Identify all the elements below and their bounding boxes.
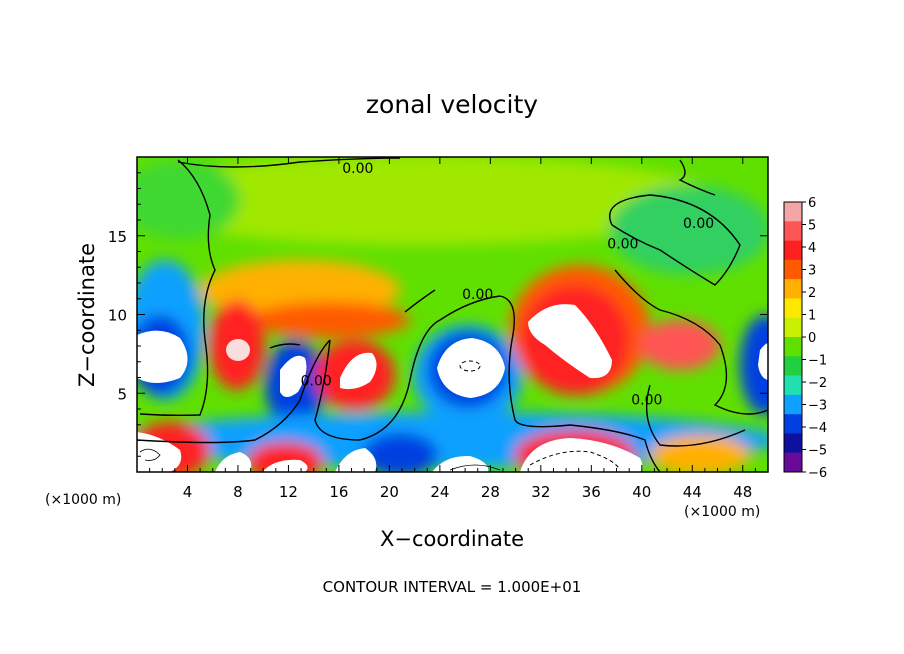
contour-small-2 xyxy=(269,343,301,349)
velocity-field: 0.00 0.00 0.00 0.00 0.00 0.00 xyxy=(137,157,768,472)
colorbar-tick-label: 4 xyxy=(808,241,816,256)
contour-mid xyxy=(314,295,501,441)
colorbar-tick-label: 6 xyxy=(808,196,816,211)
x-tick-label: 44 xyxy=(683,483,702,501)
colorbar-tick-label: −1 xyxy=(808,354,827,369)
colorbar-tick-label: −2 xyxy=(808,376,827,391)
contour-small-1 xyxy=(404,289,436,313)
y-axis: 5 10 15 xyxy=(108,172,768,457)
contour-label: 0.00 xyxy=(462,287,493,303)
field-lower-warm-4 xyxy=(650,435,750,472)
contour-upper-right-2 xyxy=(678,159,716,196)
colorbar-tick-label: 2 xyxy=(808,286,816,301)
contour-neg-x26 xyxy=(459,360,481,372)
colorbar-swatch xyxy=(784,259,802,280)
colorbar-swatch xyxy=(784,202,802,222)
colorbar-tick-label: 3 xyxy=(808,264,816,279)
colorbar-swatch xyxy=(784,298,802,319)
contour-right xyxy=(614,269,768,415)
x-axis-label: X−coordinate xyxy=(380,527,524,551)
core-lower-2 xyxy=(215,452,252,472)
core-lower-3 xyxy=(262,459,308,472)
field-lower-blue-2 xyxy=(362,433,438,472)
contour-label: 0.00 xyxy=(301,373,332,389)
colorbar-tick-label: 0 xyxy=(808,331,816,346)
contour-left xyxy=(139,159,216,417)
colorbar-swatch xyxy=(784,394,802,415)
negative-contours xyxy=(459,360,621,471)
core-lower-6 xyxy=(520,438,643,472)
colorbar-tick-label: −3 xyxy=(808,399,827,414)
x-tick-label: 36 xyxy=(582,483,601,501)
x-tick-label: 28 xyxy=(481,483,500,501)
colorbar-swatch xyxy=(784,356,802,376)
field-upper-right xyxy=(610,185,768,275)
contour-top xyxy=(177,157,401,168)
colorbar-tick-label: −5 xyxy=(808,444,827,459)
contour-interval-note: CONTOUR INTERVAL = 1.000E+01 xyxy=(323,578,582,596)
contour-upper-right xyxy=(609,194,741,286)
x-unit-label: (×1000 m) xyxy=(684,504,760,520)
core-right xyxy=(758,343,768,380)
colorbar-swatch xyxy=(784,375,802,396)
core-x34 xyxy=(528,304,612,379)
colorbar-tick-label: −6 xyxy=(808,466,827,481)
core-x12 xyxy=(280,355,307,397)
contour-label: 0.00 xyxy=(342,161,373,177)
contour-mid-right xyxy=(499,295,661,472)
x-tick-label: 48 xyxy=(733,483,752,501)
y-tick-label: 15 xyxy=(108,228,127,246)
x-tick-label: 32 xyxy=(531,483,550,501)
colorbar-tick-label: 5 xyxy=(808,219,816,234)
x-axis: 4 8 12 16 20 24 28 32 36 40 44 48 xyxy=(149,157,756,501)
colorbar-swatch xyxy=(784,279,802,299)
contour-label: 0.00 xyxy=(631,392,662,408)
field-cell-x42 xyxy=(640,320,720,370)
field-upper-band xyxy=(137,157,720,245)
core-x17 xyxy=(340,352,377,390)
contour-thin-2 xyxy=(449,464,501,471)
contour-lower-left xyxy=(137,339,331,444)
contour-labels: 0.00 0.00 0.00 0.00 0.00 0.00 xyxy=(301,161,715,409)
contour-label: 0.00 xyxy=(683,216,714,232)
y-tick-label: 10 xyxy=(108,307,127,325)
thin-contours xyxy=(139,448,501,471)
x-tick-label: 20 xyxy=(380,483,399,501)
core-x8 xyxy=(226,339,250,361)
core-lower-5 xyxy=(432,455,489,472)
contour-lower-right xyxy=(645,384,746,447)
z-unit-label: (×1000 m) xyxy=(45,492,121,508)
y-tick-label: 5 xyxy=(117,385,127,403)
x-tick-label: 8 xyxy=(233,483,243,501)
core-lower-4 xyxy=(335,448,377,472)
colorbar-swatch xyxy=(784,337,802,357)
core-x26 xyxy=(437,338,505,398)
x-tick-label: 4 xyxy=(183,483,193,501)
colorbar-tick-label: −4 xyxy=(808,421,827,436)
colorbar-swatch xyxy=(784,433,802,454)
y-axis-label: Z−coordinate xyxy=(75,243,99,387)
chart-title: zonal velocity xyxy=(366,90,538,119)
field-shear-core xyxy=(250,302,410,338)
colorbar-swatch xyxy=(784,240,802,261)
colorbar-tick-label: 1 xyxy=(808,309,816,324)
field-right-blue xyxy=(740,315,768,415)
contour-thin-1 xyxy=(139,448,161,461)
colorbar-swatch xyxy=(784,452,802,473)
x-tick-label: 12 xyxy=(279,483,298,501)
x-tick-label: 24 xyxy=(430,483,449,501)
core-left xyxy=(137,330,188,383)
colorbar: 6 5 4 3 2 1 0 −1 −2 −3 −4 −5 −6 xyxy=(783,196,827,481)
core-lower-left xyxy=(137,432,182,472)
colorbar-swatch xyxy=(784,221,802,241)
colorbar-swatch xyxy=(784,414,802,434)
colorbar-swatch xyxy=(784,317,802,338)
contour-label: 0.00 xyxy=(607,236,638,252)
zero-contours xyxy=(137,157,768,472)
x-tick-label: 16 xyxy=(329,483,348,501)
x-tick-label: 40 xyxy=(632,483,651,501)
field-upper-left xyxy=(137,160,240,240)
